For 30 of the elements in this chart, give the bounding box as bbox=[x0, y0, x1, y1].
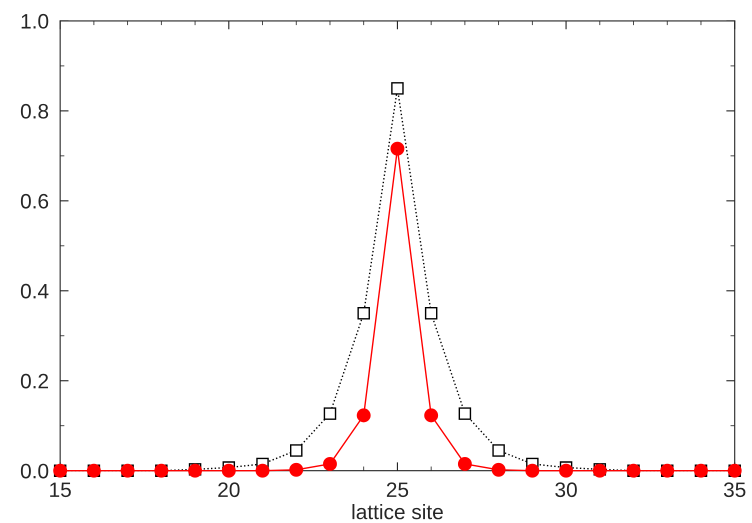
point bbox=[492, 462, 506, 477]
x-tick-label: 15 bbox=[50, 482, 71, 498]
x-tick-label: 30 bbox=[555, 482, 577, 498]
point bbox=[324, 407, 336, 420]
point bbox=[458, 457, 472, 471]
point bbox=[458, 407, 472, 420]
x-axis-title: lattice site bbox=[352, 504, 443, 520]
point bbox=[525, 464, 540, 478]
y-tick-label: 0.8 bbox=[20, 104, 48, 119]
point bbox=[424, 307, 438, 320]
point bbox=[357, 307, 370, 320]
x-tick-label: 35 bbox=[724, 482, 746, 498]
point bbox=[559, 464, 574, 478]
point bbox=[290, 444, 302, 457]
point bbox=[492, 444, 505, 457]
point bbox=[323, 457, 337, 471]
point bbox=[390, 142, 404, 156]
x-tick-label: 20 bbox=[218, 482, 240, 498]
x-tick-label: 25 bbox=[386, 482, 408, 498]
y-tick-label: 0.2 bbox=[20, 374, 48, 388]
point bbox=[222, 464, 236, 478]
y-tick-label: 0.4 bbox=[20, 284, 48, 299]
point bbox=[289, 462, 304, 477]
point bbox=[391, 82, 404, 95]
point bbox=[256, 464, 270, 478]
y-tick-label: 0.0 bbox=[20, 464, 48, 478]
point bbox=[424, 408, 438, 422]
y-tick-label: 0.6 bbox=[20, 194, 48, 209]
y-tick-label: 1.0 bbox=[22, 14, 48, 29]
point bbox=[356, 408, 371, 422]
